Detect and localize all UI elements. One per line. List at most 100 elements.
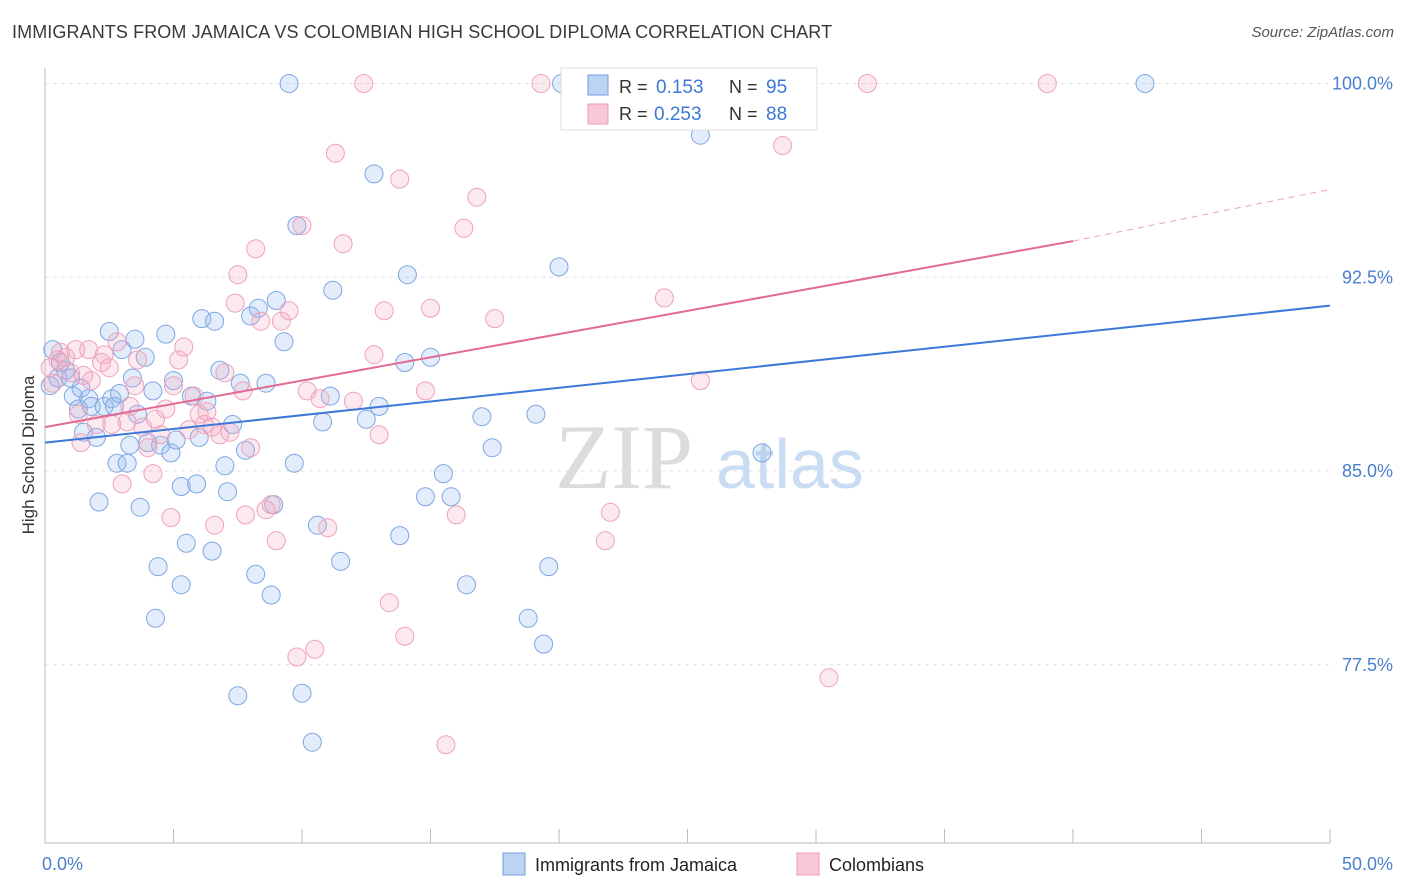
jamaica-point (110, 384, 129, 403)
jamaica-point (164, 371, 183, 391)
colombians-point (595, 531, 615, 551)
legend-swatch-jamaica (502, 852, 526, 876)
legend-n-label-2: N = (729, 104, 758, 124)
legend-r-label-1: R = (619, 77, 648, 97)
colombians-point (318, 518, 338, 538)
colombians-point (354, 74, 374, 93)
legend-n-label-1: N = (729, 77, 758, 97)
trend-line-jamaica (44, 304, 1331, 444)
colombians-point (256, 500, 276, 520)
colombians-point (310, 389, 330, 409)
colombians-point (61, 363, 81, 383)
colombians-point (86, 415, 106, 434)
jamaica-point (192, 309, 212, 329)
colombians-point (421, 298, 440, 318)
legend-r-value-2: 0.253 (654, 104, 702, 125)
jamaica-point (130, 497, 150, 517)
jamaica-point (441, 487, 461, 507)
jamaica-point (166, 430, 186, 450)
colombians-point (654, 288, 674, 308)
series-colombians-points (40, 74, 1057, 755)
jamaica-point (284, 453, 304, 473)
jamaica-point (323, 280, 343, 300)
x-tick-label-0: 0.0% (42, 854, 83, 874)
colombians-point (112, 474, 132, 494)
colombians-point (215, 363, 235, 383)
jamaica-point (63, 386, 83, 406)
jamaica-point (256, 373, 276, 393)
colombians-point (271, 311, 291, 331)
jamaica-point (331, 551, 351, 571)
jamaica-point (215, 456, 235, 476)
colombians-point (266, 531, 286, 551)
x-tick-labels: 0.0% 50.0% (42, 854, 1393, 874)
x-tick-label-1: 50.0% (1342, 854, 1393, 874)
bottom-legend: Immigrants from Jamaica Colombians (502, 852, 924, 876)
jamaica-point (89, 492, 109, 512)
colombians-point (325, 143, 345, 163)
colombians-point (81, 371, 101, 391)
colombians-point (48, 350, 68, 370)
colombians-point (690, 371, 710, 391)
colombians-point (333, 234, 353, 254)
jamaica-point (205, 311, 225, 331)
colombians-point (125, 376, 145, 396)
legend-n-value-1: 95 (766, 77, 787, 98)
colombians-point (189, 404, 209, 424)
colombians-point (454, 218, 474, 238)
jamaica-point (187, 474, 207, 494)
jamaica-point (526, 404, 546, 424)
legend-label-jamaica: Immigrants from Jamaica (535, 855, 738, 875)
legend-swatch-jamaica-stats (587, 74, 609, 96)
legend-r-label-2: R = (619, 104, 648, 124)
colombians-point (374, 301, 394, 321)
jamaica-point (539, 557, 559, 577)
trend-line-colombians (44, 240, 1074, 429)
jamaica-point (117, 453, 137, 473)
jamaica-point (433, 464, 453, 484)
colombians-point (174, 337, 194, 357)
trend-lines (44, 188, 1331, 444)
colombians-point (236, 505, 255, 525)
colombians-point (531, 74, 551, 93)
colombians-point (43, 373, 63, 393)
colombians-point (40, 358, 60, 378)
jamaica-point (549, 257, 569, 277)
jamaica-point (107, 453, 127, 473)
jamaica-point (302, 732, 322, 752)
jamaica-point (122, 368, 142, 388)
jamaica-point (261, 585, 281, 605)
colombians-point (205, 515, 225, 535)
jamaica-point (287, 216, 307, 236)
colombians-point (251, 311, 271, 331)
jamaica-point (279, 74, 299, 93)
colombians-point (857, 74, 877, 93)
jamaica-point (171, 575, 191, 595)
y-axis-title: High School Diploma (19, 375, 38, 534)
colombians-point (261, 495, 281, 515)
jamaica-point (148, 557, 168, 577)
jamaica-point (143, 381, 163, 401)
chart-title: IMMIGRANTS FROM JAMAICA VS COLOMBIAN HIG… (12, 22, 833, 42)
jamaica-point (210, 360, 230, 380)
colombians-point (68, 404, 88, 424)
colombians-point (415, 381, 435, 401)
jamaica-point (135, 347, 155, 367)
watermark: ZIP atlas (555, 406, 864, 508)
y-tick-label-1: 92.5% (1342, 267, 1393, 287)
jamaica-point (457, 575, 476, 595)
jamaica-point (189, 427, 209, 447)
colombians-point (79, 340, 99, 360)
y-tick-label-2: 85.0% (1342, 461, 1393, 481)
jamaica-point (390, 526, 410, 546)
stats-legend-box: R = 0.153 N = 95 R = 0.253 N = 88 (560, 67, 818, 131)
source-credit: Source: ZipAtlas.com (1251, 24, 1394, 41)
colombians-point (164, 376, 183, 396)
colombians-point (395, 626, 415, 646)
colombians-point (161, 508, 181, 527)
colombians-point (364, 345, 384, 365)
colombians-point (485, 309, 505, 329)
jamaica-point (356, 409, 376, 429)
colombians-point (305, 639, 325, 659)
